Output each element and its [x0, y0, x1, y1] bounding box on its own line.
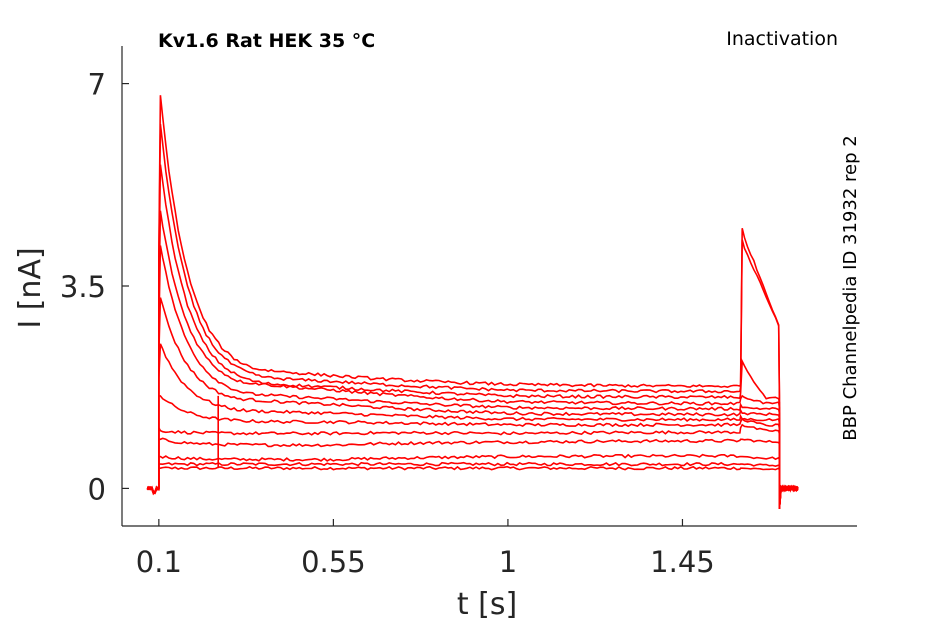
- current-trace: [146, 95, 799, 509]
- current-trace: [146, 465, 799, 509]
- y-ticks: 03.57: [60, 68, 129, 506]
- current-trace: [147, 164, 799, 509]
- current-trace: [146, 395, 799, 509]
- x-tick-label: 1: [499, 545, 517, 579]
- y-tick-label: 3.5: [60, 270, 106, 304]
- side-label: BBP Channelpedia ID 31932 rep 2: [840, 135, 861, 440]
- axes: [121, 46, 857, 527]
- current-trace: [147, 453, 799, 509]
- x-ticks: 0.1 0.55 1 1.45: [136, 519, 715, 579]
- y-axis-label: I [nA]: [13, 247, 48, 328]
- current-trace: [146, 461, 799, 509]
- condition-label: Inactivation: [726, 28, 838, 50]
- current-trace: [146, 423, 799, 509]
- x-tick-label: 1.45: [650, 545, 715, 579]
- current-trace: [147, 210, 799, 509]
- current-trace: [146, 343, 799, 509]
- x-tick-label: 0.1: [136, 545, 182, 579]
- current-trace: [146, 437, 798, 509]
- x-tick-label: 0.55: [301, 545, 366, 579]
- current-trace: [147, 124, 799, 509]
- chart-title: Kv1.6 Rat HEK 35 °C: [158, 30, 375, 52]
- current-traces: [146, 95, 799, 509]
- x-axis-label: t [s]: [457, 587, 517, 622]
- current-trace: [146, 245, 799, 509]
- y-tick-label: 7: [88, 68, 106, 102]
- y-tick-label: 0: [88, 472, 106, 506]
- current-trace: [147, 297, 799, 509]
